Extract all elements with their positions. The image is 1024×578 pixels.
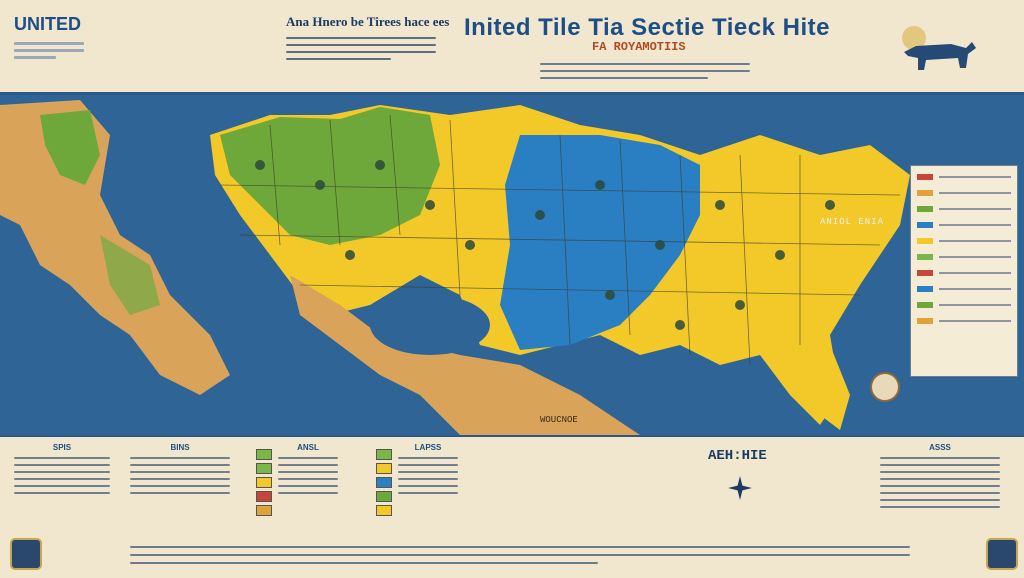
brand-title: UNITED — [14, 14, 81, 34]
compass-label: AEH:HIE — [708, 448, 767, 464]
map-canvas — [0, 100, 910, 435]
map-header: UNITED Ana Hnero be Tirees hace ees Init… — [0, 0, 1024, 95]
title-text-block — [540, 58, 750, 84]
legend-row — [917, 300, 1011, 310]
legend-col-3: ANSL — [278, 443, 338, 499]
compass-icon — [728, 476, 752, 500]
legend-text-line — [939, 176, 1011, 178]
legend-swatch — [917, 222, 933, 228]
legend-row — [917, 252, 1011, 262]
legend-swatch — [376, 491, 392, 502]
legend-text-line — [939, 192, 1011, 194]
legend-row — [917, 204, 1011, 214]
legend-swatch — [376, 477, 392, 488]
legend-swatch — [256, 491, 272, 502]
legend-swatches-right — [376, 449, 392, 519]
footer-text-block — [130, 540, 910, 570]
legend-col-5: ASSS — [880, 443, 1000, 513]
seal-icon — [870, 372, 900, 402]
subtitle: Ana Hnero be Tirees hace ees — [286, 14, 450, 29]
right-legend — [910, 165, 1018, 377]
legend-text-line — [939, 320, 1011, 322]
legend-swatch — [917, 302, 933, 308]
legend-text-line — [939, 288, 1011, 290]
subtitle-text-block — [286, 32, 436, 65]
legend-swatch — [917, 206, 933, 212]
page-title: Inited Tile Tia Sectie Tieck Hite — [464, 14, 830, 41]
legend-swatch — [917, 190, 933, 196]
legend-row — [917, 268, 1011, 278]
legend-row — [917, 316, 1011, 326]
legend-col-1: SPIS — [14, 443, 110, 499]
bull-logo-icon — [902, 26, 976, 70]
legend-text-line — [939, 272, 1011, 274]
legend-swatch — [917, 238, 933, 244]
legend-text-line — [939, 208, 1011, 210]
legend-row — [917, 284, 1011, 294]
legend-swatch — [256, 505, 272, 516]
legend-swatch — [376, 449, 392, 460]
legend-swatch — [917, 270, 933, 276]
brand-text-block — [14, 38, 84, 63]
legend-swatch — [917, 174, 933, 180]
legend-text-line — [939, 256, 1011, 258]
legend-swatch — [256, 449, 272, 460]
legend-row — [917, 188, 1011, 198]
legend-row — [917, 220, 1011, 230]
badge-right-icon — [986, 538, 1018, 570]
legend-text-line — [939, 240, 1011, 242]
map-subtitle: FA ROYAMOTIIS — [592, 40, 686, 54]
legend-col-2: BINS — [130, 443, 230, 499]
legend-swatch — [376, 463, 392, 474]
us-map[interactable]: ANIOL ENIA WOUCNOE — [0, 95, 1024, 435]
legend-swatch — [256, 463, 272, 474]
region-label: WOUCNOE — [540, 415, 578, 425]
legend-swatch — [917, 318, 933, 324]
ocean-label: ANIOL ENIA — [820, 217, 885, 227]
legend-swatch — [256, 477, 272, 488]
legend-text-line — [939, 224, 1011, 226]
legend-text-line — [939, 304, 1011, 306]
legend-swatch — [917, 286, 933, 292]
legend-row — [917, 236, 1011, 246]
legend-row — [917, 172, 1011, 182]
legend-swatch — [376, 505, 392, 516]
badge-left-icon — [10, 538, 42, 570]
legend-col-4: LAPSS — [398, 443, 458, 499]
footer — [0, 530, 1024, 576]
legend-swatches-left — [256, 449, 272, 519]
legend-swatch — [917, 254, 933, 260]
